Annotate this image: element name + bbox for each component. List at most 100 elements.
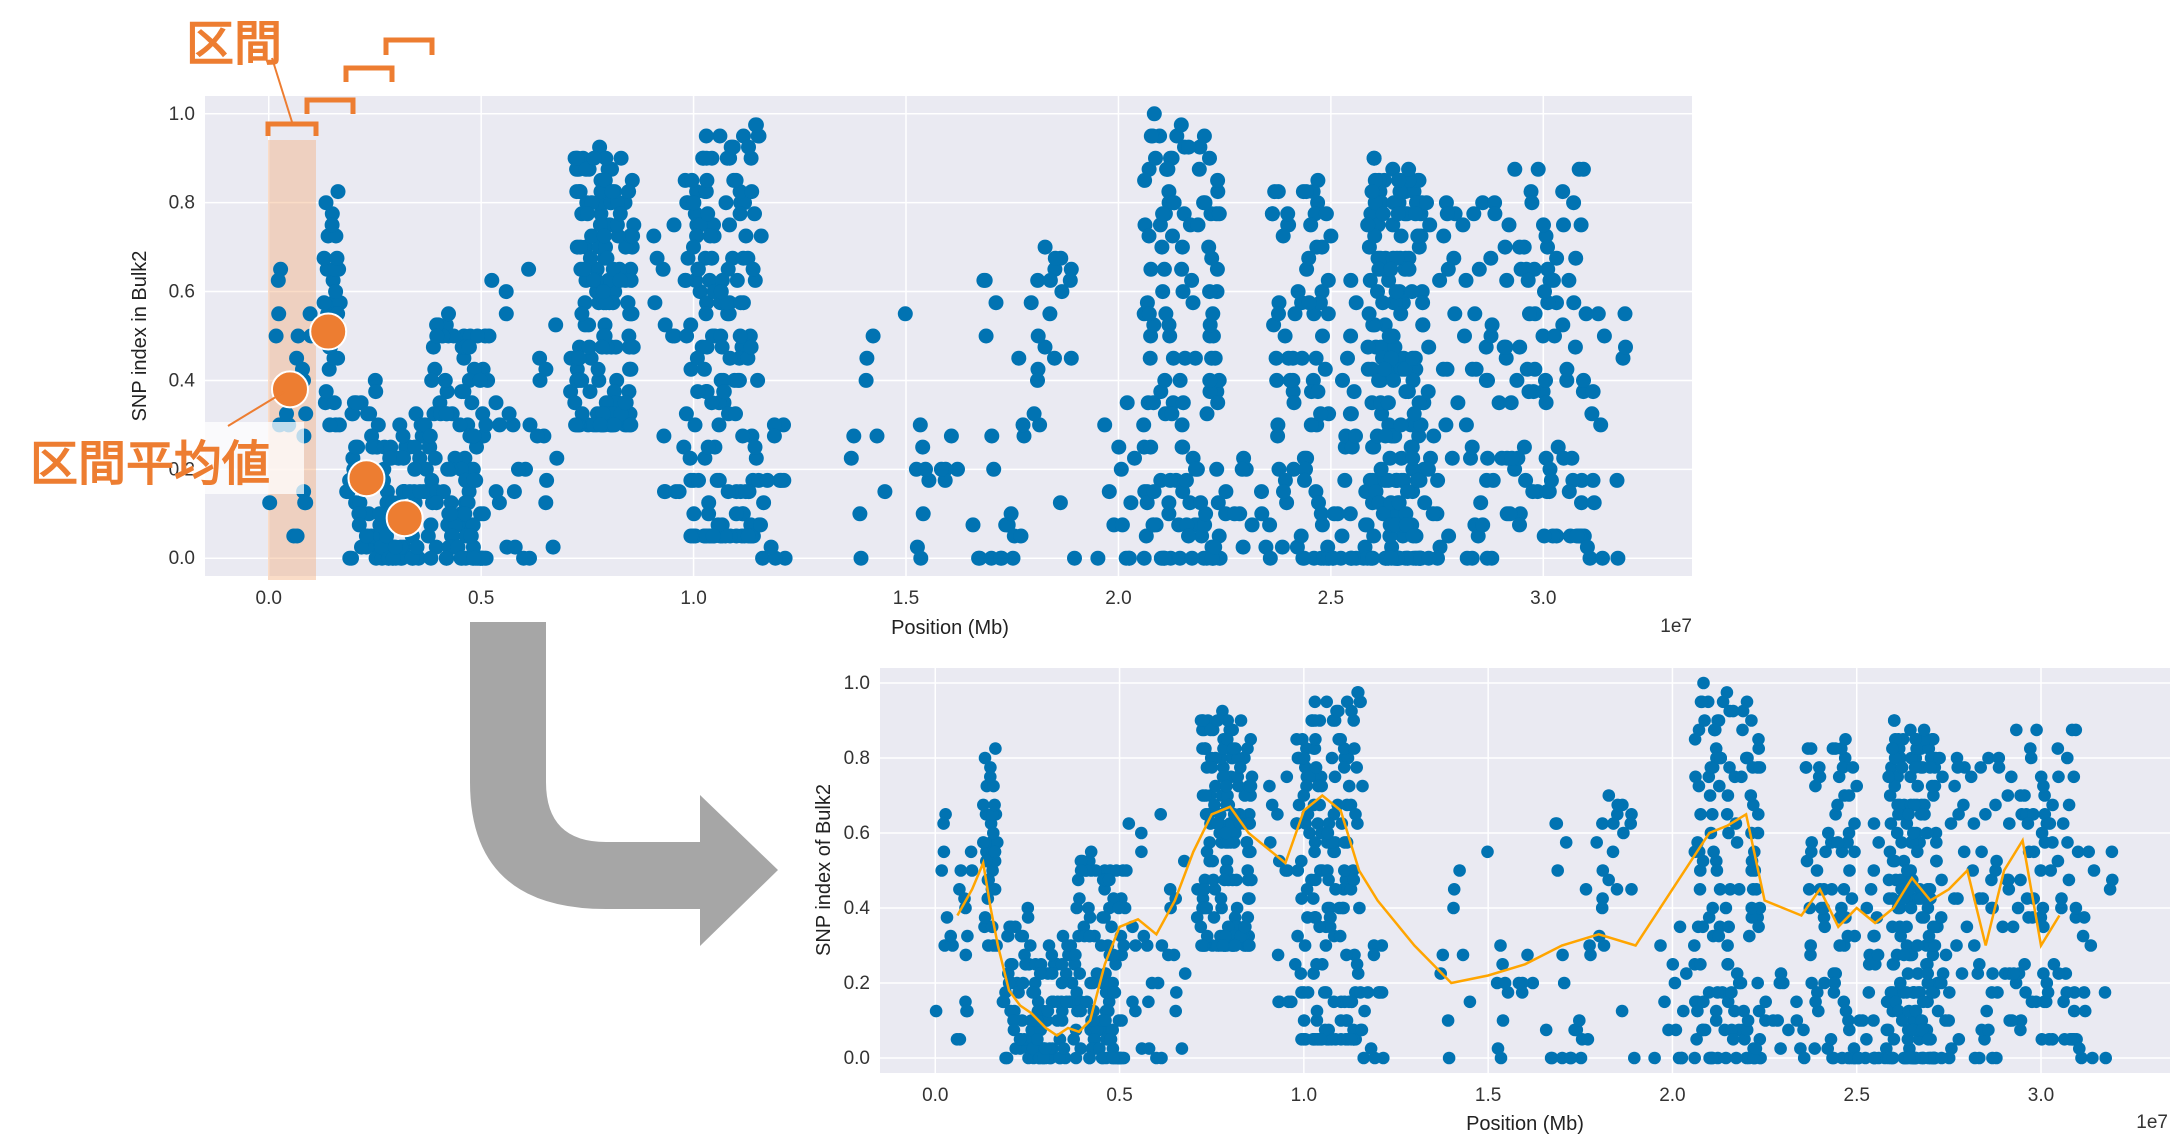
top-data-point [1571, 161, 1587, 177]
top-data-point [698, 306, 714, 322]
top-data-point [1468, 361, 1484, 377]
bottom-data-point [1839, 911, 1852, 924]
bottom-data-point [1615, 1004, 1629, 1018]
bottom-data-point [1936, 967, 1950, 980]
top-data-point [441, 306, 456, 322]
top-data-point [1466, 206, 1482, 222]
bottom-data-point [2001, 789, 2015, 802]
top-data-point [683, 528, 699, 544]
bottom-data-point [1080, 995, 1094, 1009]
bottom-data-point [1864, 883, 1878, 896]
bottom-data-point [1083, 1051, 1096, 1065]
bottom-data-point [1265, 798, 1279, 812]
top-data-point [475, 506, 491, 522]
top-data-point [279, 406, 294, 422]
bottom-data-point [2034, 770, 2048, 784]
bottom-data-point [1337, 761, 1351, 774]
bottom-data-point [1883, 845, 1897, 859]
bottom-data-point [1271, 948, 1285, 962]
bottom-data-point [1208, 883, 1222, 896]
bottom-data-point [1196, 742, 1209, 755]
bottom-data-point [1931, 1004, 1945, 1018]
top-data-point [464, 395, 480, 411]
top-data-point [1314, 284, 1330, 300]
bottom-data-point [1232, 779, 1245, 793]
top-data-point [1377, 428, 1393, 444]
bottom-data-point [1894, 976, 1907, 990]
top-data-point [846, 428, 862, 444]
bottom-data-point [984, 817, 998, 830]
bottom-data-point [1347, 714, 1360, 727]
bottom-data-point [1721, 789, 1735, 802]
bottom-data-point [2056, 817, 2070, 830]
bottom-data-point [1973, 958, 1986, 971]
top-data-point [625, 228, 641, 244]
bottom-data-point [1992, 751, 2006, 765]
top-data-point [1271, 295, 1287, 311]
bottom-data-point [1741, 751, 1754, 765]
top-data-point [1314, 239, 1330, 255]
bottom-data-point [953, 1033, 967, 1046]
bottom-data-point [1263, 779, 1276, 793]
bottom-data-point [1713, 779, 1726, 793]
bottom-data-point [2037, 920, 2050, 934]
bottom-data-point [1904, 770, 1917, 784]
top-data-point [1236, 450, 1252, 466]
bottom-data-point [1915, 911, 1929, 924]
bottom-data-point [1230, 901, 1244, 915]
bottom-data-point [1918, 733, 1931, 746]
top-data-point [1173, 117, 1189, 133]
top-data-point [1207, 539, 1223, 555]
top-data-point [1042, 306, 1058, 322]
top-data-point [1175, 284, 1191, 300]
top-data-point [1317, 361, 1333, 377]
top-data-point [290, 328, 306, 344]
top-data-point [1063, 261, 1079, 277]
top-data-point [1062, 272, 1078, 288]
bottom-data-point [1026, 986, 1039, 999]
bottom-data-point [1992, 761, 2006, 774]
bottom-data-point [1867, 817, 1881, 830]
bottom-data-point [2047, 958, 2061, 971]
bottom-data-point [1103, 901, 1116, 915]
interval-mean-point [347, 459, 386, 498]
top-data-point [1366, 528, 1382, 544]
bottom-data-point [1494, 1051, 1508, 1065]
bottom-data-point [1308, 836, 1322, 849]
bottom-data-point [1205, 761, 1219, 774]
top-data-point [351, 517, 367, 533]
bottom-data-point [1496, 1014, 1510, 1027]
bottom-y-tick-label: 0.6 [844, 823, 870, 844]
top-data-point [422, 428, 438, 444]
bottom-data-point [1907, 826, 1920, 840]
top-data-point [1003, 506, 1019, 522]
bottom-data-point [1893, 798, 1906, 812]
interval-mean-point [309, 312, 348, 351]
top-data-point [743, 339, 759, 355]
bottom-data-point [1648, 1051, 1661, 1065]
bottom-data-point [1333, 901, 1346, 915]
top-data-point [1280, 206, 1296, 222]
bottom-data-point [1895, 836, 1908, 849]
bottom-data-point [1906, 836, 1919, 849]
top-data-point [1308, 350, 1324, 366]
top-data-point [1155, 284, 1171, 300]
top-data-point [1473, 495, 1489, 511]
bottom-data-point [1852, 1051, 1865, 1065]
bottom-data-point [1906, 1023, 1920, 1037]
bottom-data-point [1721, 958, 1735, 971]
bottom-data-point [1581, 1033, 1595, 1046]
top-data-point [699, 295, 715, 311]
top-data-point [1447, 306, 1463, 322]
top-data-point [727, 372, 743, 388]
top-data-point [722, 217, 737, 233]
top-data-point [507, 539, 523, 555]
bottom-data-point [1436, 948, 1450, 962]
top-data-point [1439, 206, 1455, 222]
bottom-data-point [1713, 883, 1727, 896]
bottom-data-point [1691, 1004, 1704, 1018]
bottom-data-point [1064, 939, 1078, 952]
bottom-data-point [2011, 901, 2025, 915]
bottom-x-tick-label: 3.0 [2028, 1085, 2054, 1106]
bottom-data-point [1745, 864, 1758, 877]
